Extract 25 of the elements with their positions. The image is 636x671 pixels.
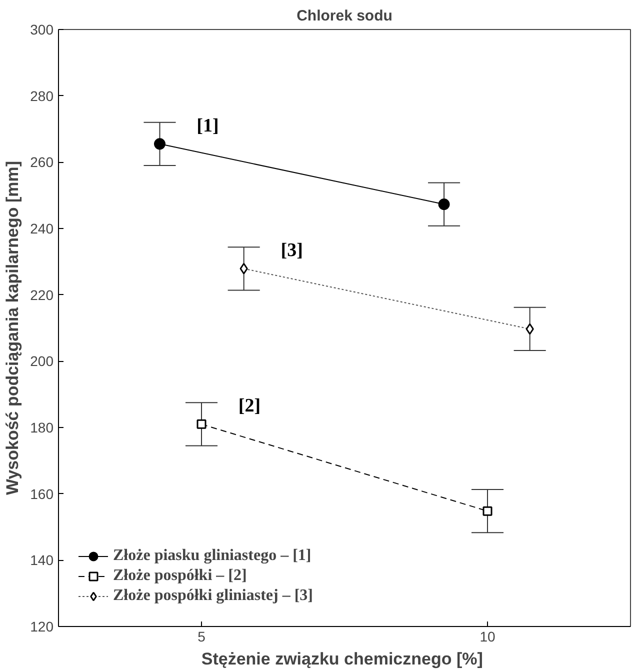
legend-label: Złoże piasku gliniastego – [1] xyxy=(113,547,312,565)
y-tick-label: 300 xyxy=(30,22,54,38)
x-axis-title: Stężenie związku chemicznego [%] xyxy=(201,650,483,668)
point xyxy=(482,506,492,516)
y-tick-label: 120 xyxy=(30,618,54,634)
annotation: [1] xyxy=(196,115,219,136)
x-tick-label: 10 xyxy=(480,628,496,644)
y-tick-label: 200 xyxy=(30,353,54,370)
y-tick-label: 280 xyxy=(30,88,54,104)
annotation: [3] xyxy=(280,240,303,262)
y-tick-label: 180 xyxy=(30,420,54,436)
chart-title: Chlorek sodu xyxy=(296,8,392,24)
y-tick-label: 220 xyxy=(30,286,54,303)
y-tick-label: 160 xyxy=(30,486,54,502)
x-tick-label: 5 xyxy=(198,628,206,644)
point xyxy=(154,138,166,150)
legend-label: Złoże pospółki – [2] xyxy=(113,567,247,585)
annotation: [2] xyxy=(238,396,261,417)
y-tick-label: 260 xyxy=(30,154,54,170)
point xyxy=(196,419,206,429)
point xyxy=(438,198,450,210)
legend-label: Złoże pospółki gliniastej – [3] xyxy=(113,587,314,605)
y-tick-label: 140 xyxy=(30,552,54,568)
y-tick-label: 240 xyxy=(30,220,54,236)
y-axis-title: Wysokość podciągania kapilarnego [mm] xyxy=(3,160,22,496)
